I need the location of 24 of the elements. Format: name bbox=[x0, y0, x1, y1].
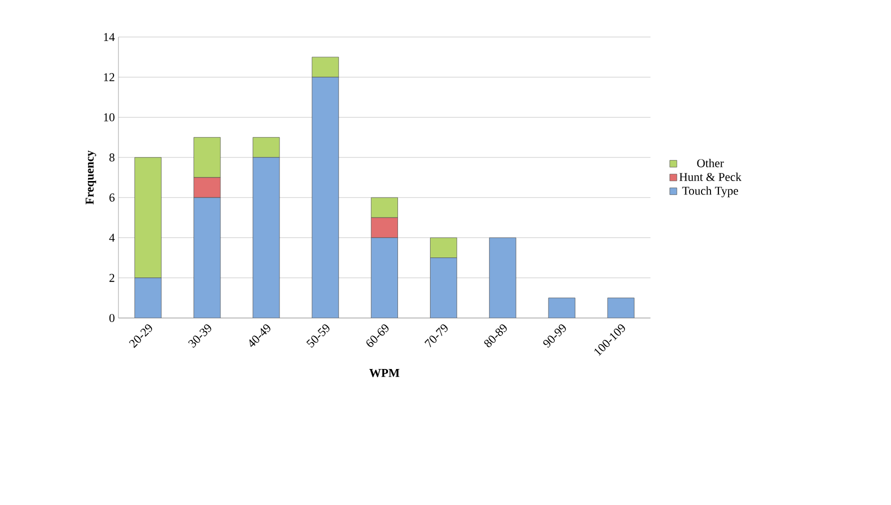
bar bbox=[194, 197, 221, 318]
bar bbox=[312, 76, 339, 318]
legend-label: Hunt & Peck bbox=[679, 172, 742, 182]
y-tick-label: 4 bbox=[109, 234, 115, 242]
y-tick-label: 0 bbox=[109, 314, 114, 322]
bar bbox=[252, 137, 280, 158]
y-tick-label: 10 bbox=[104, 113, 114, 122]
bar bbox=[607, 298, 634, 318]
legend-label: Other bbox=[697, 158, 724, 168]
bar bbox=[430, 258, 458, 318]
x-axis-title: WPM bbox=[369, 369, 400, 378]
bar bbox=[370, 238, 398, 318]
y-axis-title: Frequency bbox=[86, 150, 96, 204]
y-tick-label: 6 bbox=[109, 194, 115, 202]
legend-label: Touch Type bbox=[682, 186, 738, 198]
y-tick-label: 12 bbox=[104, 73, 114, 82]
bar bbox=[134, 278, 162, 318]
y-tick-label: 8 bbox=[109, 153, 114, 162]
bar bbox=[548, 298, 576, 318]
y-tick-label: 14 bbox=[104, 33, 115, 41]
y-tick-label: 2 bbox=[109, 274, 114, 282]
bar bbox=[252, 157, 280, 318]
bar bbox=[430, 238, 458, 258]
bar bbox=[489, 238, 516, 318]
